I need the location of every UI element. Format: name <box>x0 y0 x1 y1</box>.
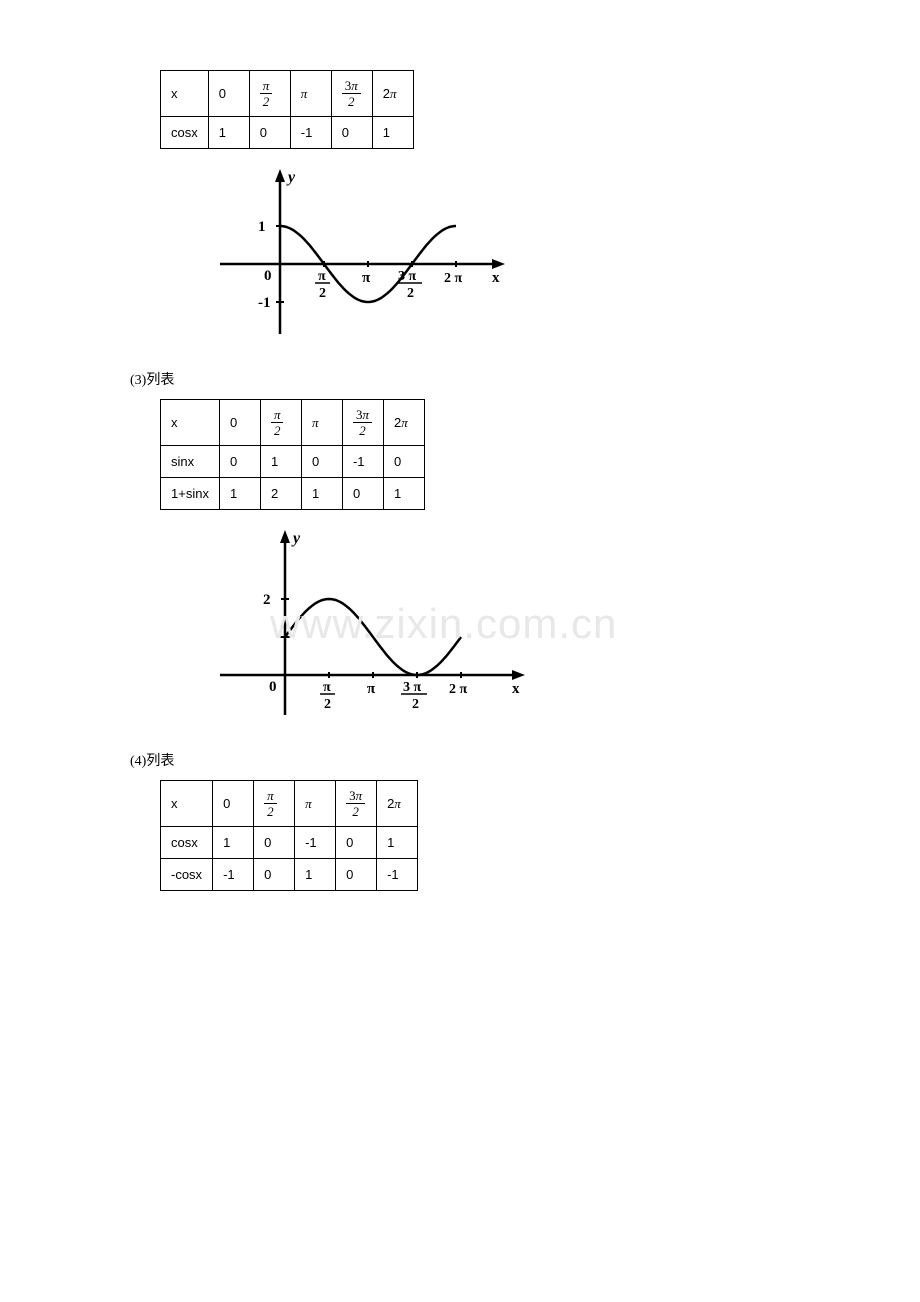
svg-text:0: 0 <box>264 268 272 284</box>
cell: 0 <box>342 478 383 510</box>
cell: 2 <box>260 478 301 510</box>
cell: π <box>290 71 331 117</box>
svg-text:2 π: 2 π <box>449 682 468 697</box>
cell: 0 <box>301 446 342 478</box>
cell: 1 <box>383 478 424 510</box>
table-cosx: x 0 π2 π 3π2 2π cosx 1 0 -1 0 1 <box>160 70 414 149</box>
cell: 0 <box>331 117 372 149</box>
cell: cosx <box>161 827 213 859</box>
svg-text:x: x <box>492 270 500 286</box>
svg-text:2: 2 <box>319 286 326 301</box>
cell: -1 <box>342 446 383 478</box>
cell: 0 <box>219 446 260 478</box>
cell: -1 <box>295 827 336 859</box>
section-3-label: (3)列表 <box>130 369 790 389</box>
svg-text:2: 2 <box>412 697 419 712</box>
cell: x <box>161 400 220 446</box>
svg-text:2: 2 <box>324 697 331 712</box>
section-4-label: (4)列表 <box>130 750 790 770</box>
cell: -cosx <box>161 859 213 891</box>
table-negcosx: x 0 π2 π 3π2 2π cosx 1 0 -1 0 1 -cosx -1… <box>160 780 418 891</box>
svg-text:2: 2 <box>407 286 414 301</box>
svg-text:-1: -1 <box>258 295 271 311</box>
cell: 0 <box>383 446 424 478</box>
svg-text:0: 0 <box>269 679 277 695</box>
cell: π2 <box>260 400 301 446</box>
cell: 3π2 <box>336 781 377 827</box>
cell: 0 <box>249 117 290 149</box>
cell: 0 <box>219 400 260 446</box>
cell: x <box>161 781 213 827</box>
svg-text:π: π <box>362 270 371 286</box>
cell: 1 <box>219 478 260 510</box>
cell: π2 <box>254 781 295 827</box>
cell: 0 <box>336 859 377 891</box>
cell: π <box>301 400 342 446</box>
cell: 3π2 <box>331 71 372 117</box>
cell: 1 <box>208 117 249 149</box>
cell: 1 <box>377 827 418 859</box>
cell: 0 <box>213 781 254 827</box>
cell: 1 <box>372 117 413 149</box>
cell: π <box>295 781 336 827</box>
cell: sinx <box>161 446 220 478</box>
cosx-chart-svg: yx01-1π2π3 π22 π <box>200 164 510 344</box>
sinx-graph: y x 0 2 π 2 π 3 π 2 2 π <box>200 525 790 730</box>
svg-text:y: y <box>291 530 301 547</box>
svg-text:3 π: 3 π <box>403 680 422 695</box>
cell: 2π <box>377 781 418 827</box>
cell: π2 <box>249 71 290 117</box>
cell: -1 <box>290 117 331 149</box>
cell: -1 <box>377 859 418 891</box>
sinx-chart-svg: y x 0 2 π 2 π 3 π 2 2 π <box>200 525 530 725</box>
cell: x <box>161 71 209 117</box>
cell: 1 <box>213 827 254 859</box>
svg-text:π: π <box>323 680 331 695</box>
cosx-graph: yx01-1π2π3 π22 π <box>200 164 790 349</box>
svg-text:π: π <box>367 681 376 697</box>
cell: 1+sinx <box>161 478 220 510</box>
cell: 2π <box>383 400 424 446</box>
cell: 2π <box>372 71 413 117</box>
cell: 0 <box>254 859 295 891</box>
table-sinx: x 0 π2 π 3π2 2π sinx 0 1 0 -1 0 1+sinx 1… <box>160 399 425 510</box>
cell: 1 <box>301 478 342 510</box>
cell: 0 <box>336 827 377 859</box>
cell: -1 <box>213 859 254 891</box>
cell: 1 <box>295 859 336 891</box>
svg-text:x: x <box>512 681 520 697</box>
cell: 3π2 <box>342 400 383 446</box>
cell: cosx <box>161 117 209 149</box>
svg-text:1: 1 <box>258 219 266 235</box>
cell: 0 <box>254 827 295 859</box>
cell: 0 <box>208 71 249 117</box>
svg-text:y: y <box>286 169 296 186</box>
cell: 1 <box>260 446 301 478</box>
svg-text:π: π <box>318 269 326 284</box>
svg-text:2 π: 2 π <box>444 271 463 286</box>
svg-text:2: 2 <box>263 592 271 608</box>
